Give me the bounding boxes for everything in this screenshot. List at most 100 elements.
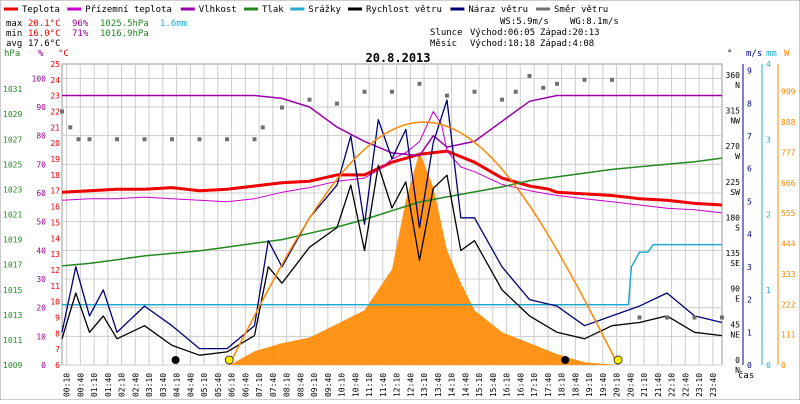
direction-tick-5: SW bbox=[730, 188, 740, 197]
x-tick-2: 01:10 bbox=[90, 373, 99, 397]
wind-direction-point-0 bbox=[60, 109, 64, 114]
hpa-tick-7: 1023 bbox=[3, 185, 22, 194]
wind-direction-point-21 bbox=[527, 73, 532, 78]
celsius-tick-10: 16 bbox=[50, 203, 60, 212]
percent-tick-2: 20 bbox=[36, 304, 46, 313]
legend-label-1: Přízemní teplota bbox=[85, 5, 172, 15]
x-tick-42: 21:10 bbox=[640, 373, 649, 397]
wind-direction-point-23 bbox=[555, 81, 559, 86]
ms-tick-3: 3 bbox=[747, 263, 752, 272]
x-tick-36: 18:10 bbox=[558, 373, 567, 397]
wind-direction-point-11 bbox=[280, 105, 284, 110]
x-tick-5: 02:40 bbox=[131, 373, 140, 397]
series-layer bbox=[60, 73, 724, 366]
x-tick-44: 22:10 bbox=[668, 373, 677, 397]
percent-tick-10: 100 bbox=[32, 74, 47, 83]
stats-max-humidity: 96% bbox=[72, 19, 89, 29]
w-tick-1: 111 bbox=[781, 331, 796, 340]
ms-tick-8: 8 bbox=[747, 99, 752, 108]
degree-tick-2: 90 bbox=[730, 285, 740, 294]
stats-max-temp: 20.1°C bbox=[28, 19, 61, 29]
x-tick-45: 22:40 bbox=[681, 373, 690, 397]
hpa-tick-8: 1025 bbox=[3, 160, 22, 169]
x-tick-38: 19:10 bbox=[585, 373, 594, 397]
x-tick-1: 00:40 bbox=[76, 373, 85, 397]
legend-label-5: Rychlost větru bbox=[366, 5, 442, 15]
ms-tick-2: 2 bbox=[747, 296, 752, 305]
wind-direction-point-28 bbox=[692, 315, 697, 320]
sunrise-marker bbox=[224, 355, 234, 365]
celsius-tick-9: 15 bbox=[50, 218, 60, 227]
degree-tick-4: 180 bbox=[726, 213, 741, 222]
hpa-tick-0: 1009 bbox=[3, 361, 22, 370]
w-tick-5: 555 bbox=[781, 209, 796, 218]
direction-tick-0: N bbox=[735, 366, 740, 375]
celsius-tick-15: 21 bbox=[50, 123, 60, 132]
stats-min-humidity: 71% bbox=[72, 29, 89, 39]
stats-block: max 20.1°C 96% 1025.5hPa 1.6mm min 16.0°… bbox=[6, 19, 187, 49]
celsius-tick-1: 7 bbox=[55, 345, 60, 354]
x-tick-23: 11:40 bbox=[379, 373, 388, 397]
stats-min-temp: 16.0°C bbox=[28, 29, 61, 39]
wind-direction-point-12 bbox=[307, 97, 312, 102]
info-moonrise: Východ:18:18 bbox=[470, 39, 535, 49]
hpa-tick-5: 1019 bbox=[3, 236, 22, 245]
percent-tick-5: 50 bbox=[36, 218, 46, 227]
axis-mm-label: mm bbox=[766, 49, 777, 59]
info-moon-label: Měsíc bbox=[430, 39, 457, 49]
x-tick-22: 11:10 bbox=[365, 373, 374, 397]
percent-tick-6: 60 bbox=[36, 189, 46, 198]
wind-direction-point-25 bbox=[610, 77, 614, 82]
x-tick-26: 13:10 bbox=[420, 373, 429, 397]
series-line-3 bbox=[61, 157, 723, 267]
celsius-tick-14: 20 bbox=[50, 139, 60, 148]
x-tick-43: 21:40 bbox=[654, 373, 663, 397]
stats-rain: 1.6mm bbox=[160, 19, 187, 29]
x-tick-24: 12:10 bbox=[393, 373, 402, 397]
degree-tick-0: 0 bbox=[735, 356, 740, 365]
x-tick-6: 03:10 bbox=[145, 373, 154, 397]
x-tick-29: 14:40 bbox=[461, 373, 470, 397]
celsius-tick-7: 13 bbox=[50, 250, 60, 259]
wind-direction-point-9 bbox=[252, 137, 257, 142]
ms-tick-1: 1 bbox=[747, 328, 752, 337]
wind-direction-point-5 bbox=[142, 137, 147, 142]
celsius-tick-2: 8 bbox=[55, 329, 60, 338]
ms-tick-5: 5 bbox=[747, 197, 752, 206]
x-tick-13: 06:40 bbox=[241, 373, 250, 397]
wind-direction-point-17 bbox=[445, 93, 449, 98]
info-block: WS:5.9m/s WG:8.1m/s Slunce Východ:06:05 … bbox=[430, 17, 619, 49]
celsius-tick-16: 22 bbox=[50, 108, 60, 117]
wind-direction-point-6 bbox=[170, 137, 174, 142]
celsius-tick-8: 14 bbox=[50, 234, 60, 243]
x-tick-7: 03:40 bbox=[159, 373, 168, 397]
x-tick-41: 20:40 bbox=[626, 373, 635, 397]
x-tick-33: 16:40 bbox=[516, 373, 525, 397]
x-tick-37: 18:40 bbox=[571, 373, 580, 397]
percent-tick-4: 40 bbox=[36, 246, 46, 255]
moonrise-marker bbox=[561, 356, 570, 364]
percent-tick-8: 80 bbox=[36, 132, 46, 141]
stats-avg-label: avg bbox=[6, 39, 22, 49]
celsius-tick-18: 24 bbox=[50, 76, 60, 85]
axis-percent-label: % bbox=[38, 49, 44, 59]
direction-tick-8: N bbox=[735, 81, 740, 90]
mm-tick-2: 2 bbox=[766, 211, 771, 220]
x-tick-14: 07:10 bbox=[255, 373, 264, 397]
ms-tick-4: 4 bbox=[747, 230, 752, 239]
w-tick-2: 222 bbox=[781, 300, 796, 309]
celsius-tick-11: 17 bbox=[50, 187, 60, 196]
celsius-tick-4: 10 bbox=[50, 298, 60, 307]
hpa-tick-9: 1027 bbox=[3, 135, 22, 144]
axis-degrees-label: ° bbox=[727, 49, 732, 59]
x-tick-11: 05:40 bbox=[214, 373, 223, 397]
x-tick-19: 09:40 bbox=[324, 373, 333, 397]
wind-direction-point-1 bbox=[68, 125, 73, 130]
x-axis-label: čas bbox=[738, 370, 754, 381]
legend-label-3: Tlak bbox=[262, 5, 284, 15]
x-tick-10: 05:10 bbox=[200, 373, 209, 397]
x-tick-28: 14:10 bbox=[448, 373, 457, 397]
legend-label-6: Náraz větru bbox=[468, 5, 528, 15]
markers bbox=[171, 355, 623, 365]
wind-direction-point-20 bbox=[513, 89, 518, 94]
